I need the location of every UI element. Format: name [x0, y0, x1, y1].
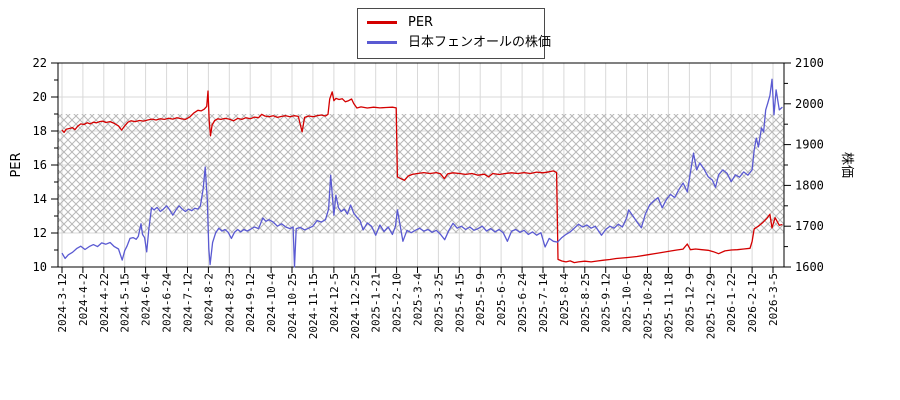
x-tick-label: 2024-10-4 — [265, 273, 278, 333]
left-tick-label: 20 — [33, 90, 47, 104]
legend-label-per: PER — [408, 15, 434, 30]
x-tick-label: 2026-2-12 — [746, 273, 759, 333]
left-tick-label: 14 — [33, 192, 47, 206]
right-tick-label: 1700 — [795, 219, 824, 233]
x-tick-label: 2026-3-5 — [767, 273, 780, 326]
right-tick-label: 1900 — [795, 138, 824, 152]
x-tick-label: 2025-6-24 — [516, 273, 529, 333]
x-tick-label: 2024-9-12 — [244, 273, 257, 333]
x-tick-label: 2025-4-15 — [453, 273, 466, 333]
x-tick-label: 2024-8-23 — [223, 273, 236, 333]
left-tick-label: 12 — [33, 226, 47, 240]
x-tick-label: 2024-3-12 — [56, 273, 69, 333]
x-tick-label: 2025-1-21 — [370, 273, 383, 333]
x-tick-label: 2025-9-12 — [600, 273, 613, 333]
left-tick-label: 10 — [33, 260, 47, 274]
right-tick-label: 2000 — [795, 97, 824, 111]
chart-legend: PER 日本フェンオールの株価 — [357, 8, 551, 59]
left-axis-title: PER — [9, 152, 24, 177]
legend-label-stock: 日本フェンオールの株価 — [408, 35, 552, 50]
x-tick-label: 2024-4-2 — [77, 273, 90, 326]
x-tick-label: 2025-10-28 — [642, 273, 655, 339]
x-tick-label: 2025-8-25 — [579, 273, 592, 333]
right-tick-label: 1800 — [795, 178, 824, 192]
x-tick-label: 2026-1-22 — [725, 273, 738, 333]
x-tick-label: 2025-5-9 — [474, 273, 487, 326]
x-tick-label: 2024-7-12 — [182, 273, 195, 333]
x-tick-label: 2024-5-15 — [119, 273, 132, 333]
stock-line-swatch-icon — [367, 41, 397, 44]
x-tick-label: 2024-8-2 — [202, 273, 215, 326]
x-tick-label: 2025-3-25 — [432, 273, 445, 333]
x-tick-label: 2024-6-4 — [140, 273, 153, 326]
x-tick-label: 2024-6-24 — [161, 273, 174, 333]
per-line-swatch-icon — [367, 21, 397, 24]
x-tick-label: 2024-4-22 — [98, 273, 111, 333]
x-tick-label: 2025-8-4 — [558, 273, 571, 326]
x-tick-label: 2025-6-3 — [495, 273, 508, 326]
x-tick-label: 2024-11-15 — [307, 273, 320, 339]
per-series-line — [61, 90, 783, 264]
x-tick-label: 2025-11-18 — [662, 273, 675, 339]
right-axis-title: 株価 — [839, 152, 854, 178]
x-tick-label: 2024-12-5 — [328, 273, 341, 333]
x-tick-label: 2025-10-6 — [621, 273, 634, 333]
x-tick-label: 2025-2-10 — [391, 273, 404, 333]
right-tick-label: 1600 — [795, 260, 824, 274]
legend-item-per: PER — [367, 14, 534, 31]
x-tick-label: 2024-10-25 — [286, 273, 299, 339]
x-tick-label: 2025-12-29 — [704, 273, 717, 339]
x-tick-label: 2025-12-9 — [683, 273, 696, 333]
legend-item-stock: 日本フェンオールの株価 — [367, 34, 551, 51]
x-tick-label: 2025-3-4 — [412, 273, 425, 326]
left-tick-label: 22 — [33, 56, 47, 70]
right-tick-label: 2100 — [795, 56, 824, 70]
x-tick-label: 2025-7-14 — [537, 273, 550, 333]
x-tick-label: 2024-12-25 — [349, 273, 362, 339]
left-tick-label: 18 — [33, 124, 47, 138]
stock-series-line — [61, 78, 783, 268]
left-tick-label: 16 — [33, 158, 47, 172]
